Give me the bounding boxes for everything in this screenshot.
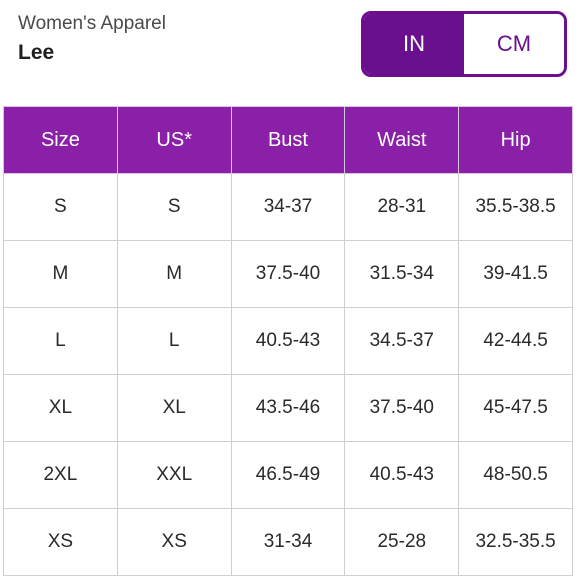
us-size-cell: XL <box>116 374 232 442</box>
bust-cell: 43.5-46 <box>230 374 346 442</box>
size-chart-table: Size US* Bust Waist Hip S S 34-37 28-31 … <box>3 106 573 576</box>
table-row: 2XL XXL 46.5-49 40.5-43 48-50.5 <box>3 441 573 509</box>
waist-cell: 34.5-37 <box>344 307 460 375</box>
table-row: L L 40.5-43 34.5-37 42-44.5 <box>3 307 573 375</box>
us-size-cell: M <box>116 240 232 308</box>
column-header-bust: Bust <box>230 106 346 174</box>
size-cell: XL <box>3 374 118 442</box>
hip-cell: 35.5-38.5 <box>458 173 573 241</box>
column-header-waist: Waist <box>344 106 460 174</box>
bust-cell: 46.5-49 <box>230 441 346 509</box>
waist-cell: 40.5-43 <box>344 441 460 509</box>
table-row: XS XS 31-34 25-28 32.5-35.5 <box>3 508 573 576</box>
category-label: Women's Apparel <box>18 13 166 34</box>
column-header-size: Size <box>3 106 118 174</box>
hip-cell: 39-41.5 <box>458 240 573 308</box>
bust-cell: 37.5-40 <box>230 240 346 308</box>
us-size-cell: XS <box>116 508 232 576</box>
unit-inches-button[interactable]: IN <box>364 14 464 74</box>
hip-cell: 48-50.5 <box>458 441 573 509</box>
column-header-us: US* <box>116 106 232 174</box>
size-cell: 2XL <box>3 441 118 509</box>
size-cell: L <box>3 307 118 375</box>
waist-cell: 25-28 <box>344 508 460 576</box>
hip-cell: 45-47.5 <box>458 374 573 442</box>
us-size-cell: L <box>116 307 232 375</box>
waist-cell: 28-31 <box>344 173 460 241</box>
brand-name: Lee <box>18 41 55 64</box>
hip-cell: 42-44.5 <box>458 307 573 375</box>
page-header: Women's Apparel Lee <box>18 12 166 67</box>
bust-cell: 31-34 <box>230 508 346 576</box>
table-row: XL XL 43.5-46 37.5-40 45-47.5 <box>3 374 573 442</box>
us-size-cell: S <box>116 173 232 241</box>
table-header-row: Size US* Bust Waist Hip <box>3 106 573 174</box>
us-size-cell: XXL <box>116 441 232 509</box>
bust-cell: 34-37 <box>230 173 346 241</box>
bust-cell: 40.5-43 <box>230 307 346 375</box>
waist-cell: 37.5-40 <box>344 374 460 442</box>
size-cell: S <box>3 173 118 241</box>
table-row: S S 34-37 28-31 35.5-38.5 <box>3 173 573 241</box>
unit-centimeters-button[interactable]: CM <box>464 14 564 74</box>
column-header-hip: Hip <box>458 106 573 174</box>
waist-cell: 31.5-34 <box>344 240 460 308</box>
size-cell: M <box>3 240 118 308</box>
unit-toggle[interactable]: IN CM <box>361 11 567 77</box>
table-row: M M 37.5-40 31.5-34 39-41.5 <box>3 240 573 308</box>
hip-cell: 32.5-35.5 <box>458 508 573 576</box>
size-cell: XS <box>3 508 118 576</box>
